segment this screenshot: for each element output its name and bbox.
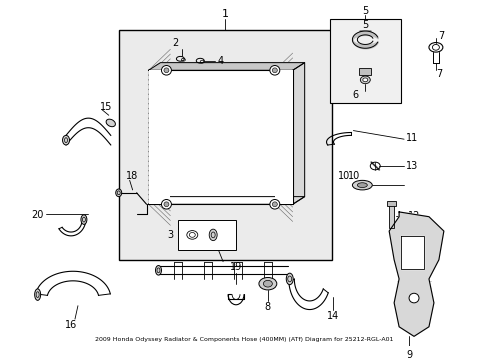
Text: 14: 14 [326,311,339,321]
Text: 8: 8 [264,302,270,312]
Text: 11: 11 [405,133,417,143]
Circle shape [161,199,171,209]
Ellipse shape [35,289,41,300]
Circle shape [163,68,168,73]
Text: 13: 13 [405,161,417,171]
Bar [329,19,400,103]
Text: 20: 20 [31,210,43,220]
Ellipse shape [258,278,276,290]
Ellipse shape [155,266,161,275]
Ellipse shape [362,78,367,82]
Bar [178,220,236,250]
Text: 17: 17 [211,239,224,248]
Ellipse shape [81,215,87,224]
Ellipse shape [352,180,371,190]
Text: 1: 1 [221,9,228,19]
Circle shape [269,66,279,75]
Text: 10: 10 [338,171,350,181]
Bar [274,70,292,204]
Polygon shape [400,236,423,269]
Ellipse shape [357,183,366,188]
Polygon shape [292,63,304,204]
Text: 7: 7 [435,69,441,79]
Ellipse shape [263,280,272,287]
Bar [386,201,395,206]
Text: 10: 10 [347,171,360,181]
Text: 16: 16 [65,320,77,330]
Circle shape [269,199,279,209]
Text: 3: 3 [167,230,173,240]
Polygon shape [148,197,304,204]
Text: 6: 6 [351,90,358,100]
Text: 15: 15 [100,102,112,112]
Text: 5: 5 [362,6,367,16]
Text: 12: 12 [407,211,419,221]
Polygon shape [148,63,304,70]
Polygon shape [388,212,443,336]
Ellipse shape [285,273,293,285]
Ellipse shape [62,135,69,145]
Bar [119,30,332,260]
Text: 5: 5 [362,20,367,30]
Circle shape [163,202,168,207]
Circle shape [408,293,418,303]
Text: 2009 Honda Odyssey Radiator & Components Hose (400MM) (ATf) Diagram for 25212-RG: 2009 Honda Odyssey Radiator & Components… [95,337,392,342]
Bar [359,68,370,75]
Ellipse shape [360,76,369,84]
Bar [148,70,292,204]
Circle shape [161,66,171,75]
Ellipse shape [106,119,115,127]
Ellipse shape [116,189,122,197]
Text: 18: 18 [125,171,138,181]
Bar [148,70,170,204]
Ellipse shape [209,229,217,240]
Text: 7: 7 [437,31,443,41]
Text: 9: 9 [405,351,411,360]
Bar [388,204,393,228]
Circle shape [272,68,277,73]
Text: 4: 4 [217,56,223,66]
Text: 19: 19 [229,262,242,273]
Circle shape [272,202,277,207]
Text: 2: 2 [172,39,178,49]
